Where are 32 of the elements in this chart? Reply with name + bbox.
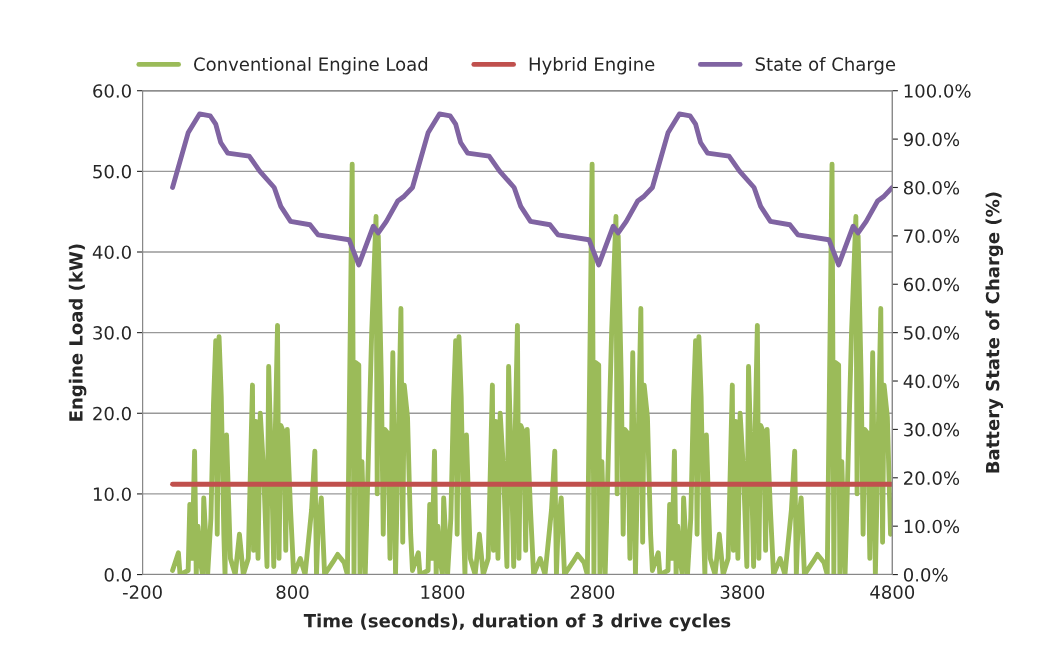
y-tick-label: 40.0: [92, 245, 131, 260]
y2-tick-label: 90.0%: [903, 132, 960, 147]
y2-tick-label: 20.0%: [904, 471, 960, 485]
line-series: [170, 111, 893, 268]
y-tick-label: 30.0: [93, 326, 131, 340]
y2-axis-title: Battery State of Charge (%): [985, 192, 1004, 473]
y2-tick-label: 60.0%: [904, 277, 960, 292]
x-tick-label: 3800: [720, 585, 765, 599]
legend-label: State of Charge: [755, 57, 896, 75]
y-tick-label: 0.0: [104, 568, 131, 582]
y2-tick-label: 80.0%: [903, 180, 960, 195]
x-tick-label: 800: [276, 585, 309, 599]
x-tick-label: -200: [122, 585, 162, 599]
y2-tick-label: 10.0%: [904, 519, 960, 534]
y2-tick-label: 0.0%: [903, 568, 948, 582]
y-tick-label: 60.0: [93, 84, 131, 98]
y2-tick-label: 100.0%: [904, 84, 971, 98]
y-tick-label: 10.0: [93, 487, 131, 502]
y-tick-label: 20.0: [93, 406, 131, 421]
y2-tick-label: 30.0%: [904, 422, 960, 437]
x-tick-label: 2800: [570, 585, 615, 599]
y2-tick-label: 40.0%: [903, 374, 960, 389]
line-series: [170, 161, 893, 575]
y2-tick-label: 50.0%: [904, 326, 960, 340]
y2-tick-label: 70.0%: [904, 229, 960, 243]
legend-label: Hybrid Engine: [529, 57, 655, 75]
x-tick-label: 1800: [421, 585, 465, 599]
y-axis-title: Engine Load (kW): [68, 244, 87, 421]
y-tick-label: 50.0: [93, 164, 131, 179]
legend-label: Conventional Engine Load: [194, 57, 428, 75]
x-tick-label: 4800: [870, 585, 915, 599]
x-axis-title: Time (seconds), duration of 3 drive cycles: [303, 613, 731, 632]
